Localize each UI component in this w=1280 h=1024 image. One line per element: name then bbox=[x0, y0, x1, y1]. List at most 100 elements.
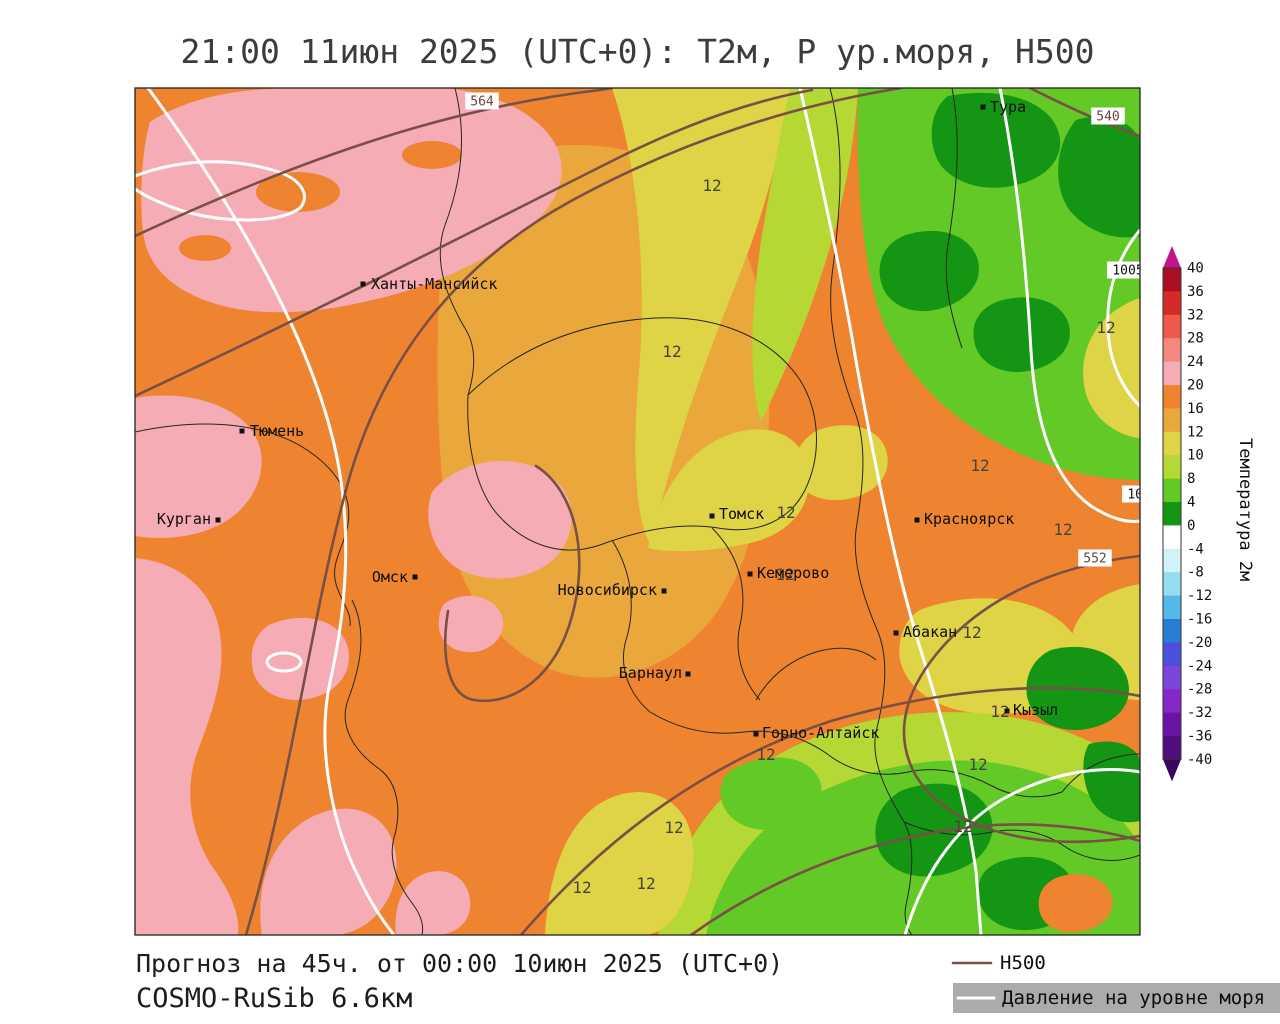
temp-region-0-4 bbox=[1058, 116, 1140, 238]
temperature-contour-label: 12 bbox=[662, 342, 681, 361]
temp-region-mottle bbox=[402, 141, 462, 169]
temperature-contour-label: 12 bbox=[775, 565, 794, 584]
h500-contour bbox=[902, 554, 1140, 844]
city-label: Томск bbox=[719, 505, 764, 523]
city-marker bbox=[1004, 708, 1010, 714]
colorbar-tick-label: 36 bbox=[1187, 284, 1204, 300]
temp-region-16-20-southeast-patch bbox=[1038, 874, 1113, 933]
map-canvas: 564 540 552 1005 1010 12 12 12 12 12 12 12 12 12 12 12 1… bbox=[135, 88, 1143, 935]
city-marker bbox=[239, 428, 245, 434]
colorbar-segment bbox=[1163, 736, 1181, 760]
colorbar-segment bbox=[1163, 408, 1181, 433]
colorbar-segment bbox=[1163, 268, 1181, 292]
colorbar-segment bbox=[1163, 572, 1181, 597]
city-marker bbox=[661, 588, 667, 594]
city-marker bbox=[685, 671, 691, 677]
city-marker bbox=[215, 517, 221, 523]
colorbar-tick-label: -40 bbox=[1187, 752, 1212, 768]
colorbar-tick-label: 8 bbox=[1187, 471, 1195, 487]
temp-region-10-12-south-band bbox=[545, 792, 694, 935]
colorbar-tick-label: 4 bbox=[1187, 495, 1195, 511]
h500-contour bbox=[1028, 88, 1140, 138]
colorbar-tick-label: -8 bbox=[1187, 565, 1204, 581]
colorbar-segment bbox=[1163, 619, 1181, 643]
temp-region-0-4 bbox=[973, 297, 1070, 373]
colorbar-tick-label: -32 bbox=[1187, 705, 1212, 721]
admin-border bbox=[829, 88, 913, 935]
h500-contour bbox=[689, 823, 1140, 935]
legend-h500-label: H500 bbox=[1000, 952, 1046, 974]
city-marker bbox=[753, 731, 759, 737]
colorbar-segment bbox=[1163, 431, 1181, 456]
colorbar-tick-label: -16 bbox=[1187, 612, 1212, 628]
h500-contour bbox=[519, 686, 1140, 935]
temperature-contour-label: 12 bbox=[1096, 318, 1115, 337]
colorbar-segment bbox=[1163, 642, 1181, 667]
temp-region-10-12-band bbox=[612, 88, 790, 546]
colorbar-segment bbox=[1163, 385, 1181, 409]
colorbar-tick-label: -4 bbox=[1187, 541, 1204, 557]
forecast-info: Прогноз на 45ч. от 00:00 10июн 2025 (UTC… bbox=[136, 949, 784, 978]
pres-clabel-box bbox=[1122, 485, 1140, 503]
city-label: Омск bbox=[372, 568, 408, 586]
page-title: 21:00 11июн 2025 (UTC+0): Т2м, P ур.моря… bbox=[180, 32, 1095, 71]
city-label: Абакан bbox=[903, 623, 957, 641]
temp-region-20-24-tyumen bbox=[135, 395, 262, 538]
colorbar-title: Температура 2м bbox=[1235, 438, 1255, 581]
colorbar-tick-label: 32 bbox=[1187, 307, 1204, 323]
colorbar-tick-label: -36 bbox=[1187, 729, 1212, 745]
admin-border bbox=[1061, 753, 1140, 793]
colorbar-segment bbox=[1163, 502, 1181, 526]
colorbar-segment bbox=[1163, 525, 1181, 550]
city-label: Кызыл bbox=[1013, 701, 1058, 719]
h500-clabel-box bbox=[1078, 549, 1112, 567]
temp-region-20-24-west-edge bbox=[135, 558, 239, 935]
colorbar-tick-label: 40 bbox=[1187, 261, 1204, 277]
temp-region-4-8-altai bbox=[720, 757, 822, 831]
city-label: Тюмень bbox=[250, 422, 304, 440]
h500-clabel: 552 bbox=[1083, 552, 1106, 567]
city-label: Ханты-Мансийск bbox=[371, 275, 497, 293]
admin-border bbox=[711, 527, 761, 701]
colorbar-arrow-bottom bbox=[1163, 759, 1181, 782]
city-markers: Тура Ханты-Мансийск Тюмень Курган Омск Новоси… bbox=[157, 98, 1058, 742]
colorbar-segment bbox=[1163, 548, 1181, 573]
admin-border bbox=[439, 88, 475, 396]
colorbar-tick-label: -12 bbox=[1187, 588, 1212, 604]
temperature-contour-label: 12 bbox=[664, 818, 683, 837]
model-info: COSMO-RuSib 6.6км bbox=[136, 983, 413, 1014]
temp-region-20-24-southwest2 bbox=[395, 871, 471, 935]
colorbar-segment bbox=[1163, 665, 1181, 690]
city-label: Новосибирск bbox=[558, 581, 657, 599]
temp-region-10-12-east-edge bbox=[1083, 298, 1140, 438]
colorbar-tick-label: 28 bbox=[1187, 331, 1204, 347]
map-frame bbox=[134, 87, 1141, 936]
city-label: Курган bbox=[157, 510, 211, 528]
temp-region-20-24-northwest bbox=[141, 88, 562, 313]
pres-clabel: 1005 bbox=[1112, 264, 1143, 279]
colorbar-tick-label: -20 bbox=[1187, 635, 1212, 651]
colorbar-segment bbox=[1163, 361, 1181, 386]
temperature-contour-label: 12 bbox=[572, 878, 591, 897]
legend-pressure-label: Давление на уровне моря bbox=[1002, 987, 1265, 1009]
temperature-contour-label: 12 bbox=[990, 702, 1009, 721]
colorbar-segment bbox=[1163, 291, 1181, 316]
colorbar-segment bbox=[1163, 455, 1181, 480]
city-marker bbox=[914, 517, 920, 523]
temp-region-mottle bbox=[179, 235, 231, 261]
colorbar-segment bbox=[1163, 689, 1181, 714]
city-label: Красноярск bbox=[924, 510, 1014, 528]
pressure-contour bbox=[146, 88, 396, 935]
colorbar-tick-label: 16 bbox=[1187, 401, 1204, 417]
h500-contour bbox=[244, 88, 903, 935]
city-marker bbox=[980, 104, 986, 110]
colorbar-tick-label: -28 bbox=[1187, 682, 1212, 698]
colorbar-tick-label: 12 bbox=[1187, 424, 1204, 440]
temperature-contour-label: 12 bbox=[970, 456, 989, 475]
colorbar-arrow-top bbox=[1163, 246, 1181, 268]
temp-region-20-24-central bbox=[428, 461, 572, 579]
colorbar-segment bbox=[1163, 595, 1181, 620]
city-marker bbox=[709, 513, 715, 519]
